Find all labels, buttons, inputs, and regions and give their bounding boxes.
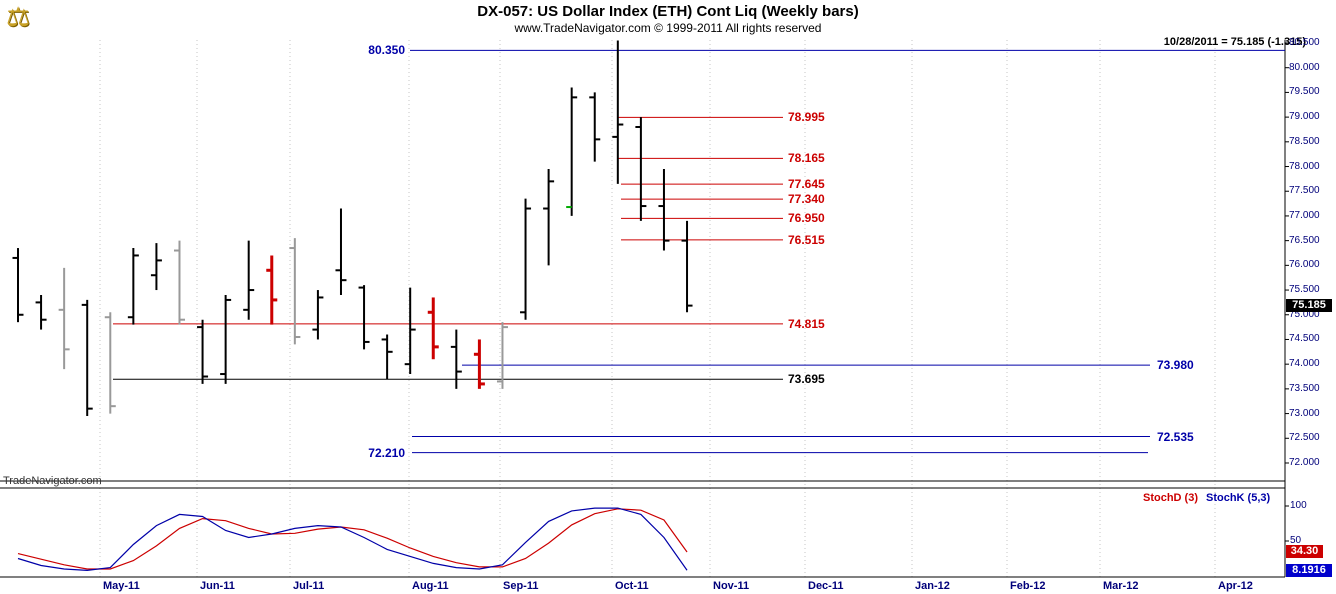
stochd-value-badge: 34.30 [1286,545,1323,559]
level-price-label: 78.165 [788,151,825,166]
x-axis-month-label: Jan-12 [915,580,950,592]
price-axis-label: 75.500 [1289,284,1320,296]
price-axis-label: 78.500 [1289,135,1320,147]
price-axis-label: 72.000 [1289,456,1320,468]
level-price-label: 76.515 [788,232,825,247]
level-price-label: 80.350 [368,43,405,58]
level-price-label: 76.950 [788,211,825,226]
price-axis-label: 75.000 [1289,308,1320,320]
level-price-label: 74.815 [788,316,825,331]
level-price-label: 73.980 [1157,358,1194,373]
chart-title: DX-057: US Dollar Index (ETH) Cont Liq (… [477,3,859,20]
level-price-label: 72.210 [368,445,405,460]
x-axis-month-label: May-11 [103,580,140,592]
price-axis-label: 79.500 [1289,86,1320,98]
stochk-value-badge: 8.1916 [1286,563,1332,577]
price-axis-label: 77.000 [1289,209,1320,221]
last-bar-annotation: 10/28/2011 = 75.185 (-1.315) [1163,36,1306,48]
price-axis-label: 78.000 [1289,160,1320,172]
watermark-text: TradeNavigator.com [3,475,102,487]
x-axis-month-label: Aug-11 [412,580,449,592]
x-axis-month-label: Feb-12 [1010,580,1046,592]
level-price-label: 77.340 [788,192,825,207]
stoch-axis-label: 100 [1290,500,1307,511]
price-axis-label: 76.500 [1289,234,1320,246]
tradenavigator-logo-icon: ⚖ [6,2,31,32]
x-axis-month-label: Dec-11 [808,580,844,592]
price-axis-label: 76.000 [1289,259,1320,271]
x-axis-month-label: Sep-11 [503,580,539,592]
x-axis-month-label: Apr-12 [1218,580,1253,592]
price-axis-label: 74.500 [1289,333,1320,345]
stochk-legend-label: StochK (5,3) [1206,492,1271,504]
level-price-label: 77.645 [788,177,825,192]
stochd-line [17,508,688,570]
level-price-label: 72.535 [1157,429,1194,444]
level-price-label: 73.695 [788,372,825,387]
stoch-axis-label: 50 [1290,535,1302,546]
price-axis-label: 77.500 [1289,185,1320,197]
price-axis-label: 80.500 [1289,37,1320,48]
stochk-line [17,507,688,572]
level-price-label: 78.995 [788,110,825,125]
price-axis-label: 72.500 [1289,432,1320,444]
price-axis-label: 73.500 [1289,382,1320,394]
x-axis-month-label: Jun-11 [200,580,235,592]
x-axis-month-label: Nov-11 [713,580,750,592]
x-axis-month-label: Mar-12 [1103,580,1139,592]
last-price-badge: 75.185 [1286,299,1332,313]
x-axis-month-label: Jul-11 [293,580,325,592]
chart-subtitle: www.TradeNavigator.com © 1999-2011 All r… [514,21,822,35]
price-axis-label: 79.000 [1289,111,1320,123]
price-axis-label: 80.000 [1289,61,1320,73]
stochd-legend-label: StochD (3) [1143,492,1198,504]
price-axis-label: 74.000 [1289,358,1320,370]
x-axis-month-label: Oct-11 [615,580,649,592]
price-axis-label: 73.000 [1289,407,1320,419]
